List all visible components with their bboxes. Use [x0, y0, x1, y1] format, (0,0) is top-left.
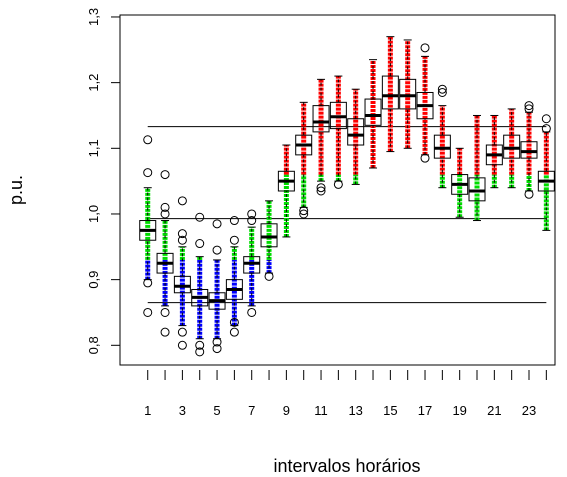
y-tick-label: 1,1: [86, 139, 101, 157]
outlier: [143, 168, 153, 178]
box: [433, 134, 451, 159]
outlier: [212, 337, 222, 347]
x-tick-label: 21: [487, 403, 501, 418]
outlier: [247, 307, 257, 317]
outlier: [299, 209, 309, 219]
x-tick-label: 19: [452, 403, 466, 418]
outlier: [316, 183, 326, 193]
box: [173, 275, 191, 294]
y-tick-label: 1,3: [86, 8, 101, 26]
outlier: [541, 124, 551, 134]
outlier: [177, 327, 187, 337]
outlier: [195, 347, 205, 357]
outlier: [195, 239, 205, 249]
outlier: [195, 212, 205, 222]
x-tick-label: 13: [348, 403, 362, 418]
outlier: [143, 135, 153, 145]
outlier: [212, 219, 222, 229]
outlier: [247, 209, 257, 219]
outlier: [160, 170, 170, 180]
x-tick-label: 7: [248, 403, 255, 418]
outlier: [160, 202, 170, 212]
x-tick-label: 5: [213, 403, 220, 418]
outlier: [247, 216, 257, 226]
outlier: [177, 229, 187, 239]
outlier: [229, 327, 239, 337]
outlier: [177, 340, 187, 350]
x-tick-label: 15: [383, 403, 397, 418]
outlier: [177, 196, 187, 206]
outlier: [524, 101, 534, 111]
x-axis-label: intervalos horários: [273, 456, 420, 476]
outlier: [299, 206, 309, 216]
box: [312, 105, 330, 133]
box: [503, 134, 521, 159]
outlier: [420, 43, 430, 53]
y-tick-label: 0,9: [86, 271, 101, 289]
x-tick-label: 17: [418, 403, 432, 418]
outlier: [524, 104, 534, 114]
outlier: [160, 209, 170, 219]
outlier: [143, 278, 153, 288]
y-tick-label: 1,0: [86, 205, 101, 223]
outlier: [333, 179, 343, 189]
y-tick-label: 0,8: [86, 336, 101, 354]
box: [381, 75, 399, 110]
outlier: [264, 271, 274, 281]
x-tick-label: 11: [314, 403, 328, 418]
outlier: [160, 327, 170, 337]
outlier: [316, 186, 326, 196]
box: [364, 98, 382, 126]
y-axis-label: p.u.: [6, 175, 26, 205]
box: [243, 256, 261, 274]
outlier: [195, 340, 205, 350]
outlier: [524, 189, 534, 199]
plot-frame: [119, 14, 556, 366]
box: [468, 177, 486, 202]
x-tick-label: 1: [144, 403, 151, 418]
outlier: [437, 84, 447, 94]
box: [520, 141, 538, 159]
box: [399, 78, 417, 110]
outlier: [420, 153, 430, 163]
outlier: [229, 216, 239, 226]
x-tick-label: 3: [179, 403, 186, 418]
x-tick-label: 23: [522, 403, 536, 418]
outlier: [541, 114, 551, 124]
x-tick-label: 9: [283, 403, 290, 418]
outlier: [212, 245, 222, 255]
outlier: [437, 87, 447, 97]
outlier: [160, 307, 170, 317]
outlier: [229, 317, 239, 327]
outlier: [177, 235, 187, 245]
box: [260, 223, 278, 248]
y-tick-label: 1,2: [86, 74, 101, 92]
box: [347, 118, 365, 146]
outlier: [229, 235, 239, 245]
outlier: [212, 344, 222, 354]
outlier: [143, 307, 153, 317]
